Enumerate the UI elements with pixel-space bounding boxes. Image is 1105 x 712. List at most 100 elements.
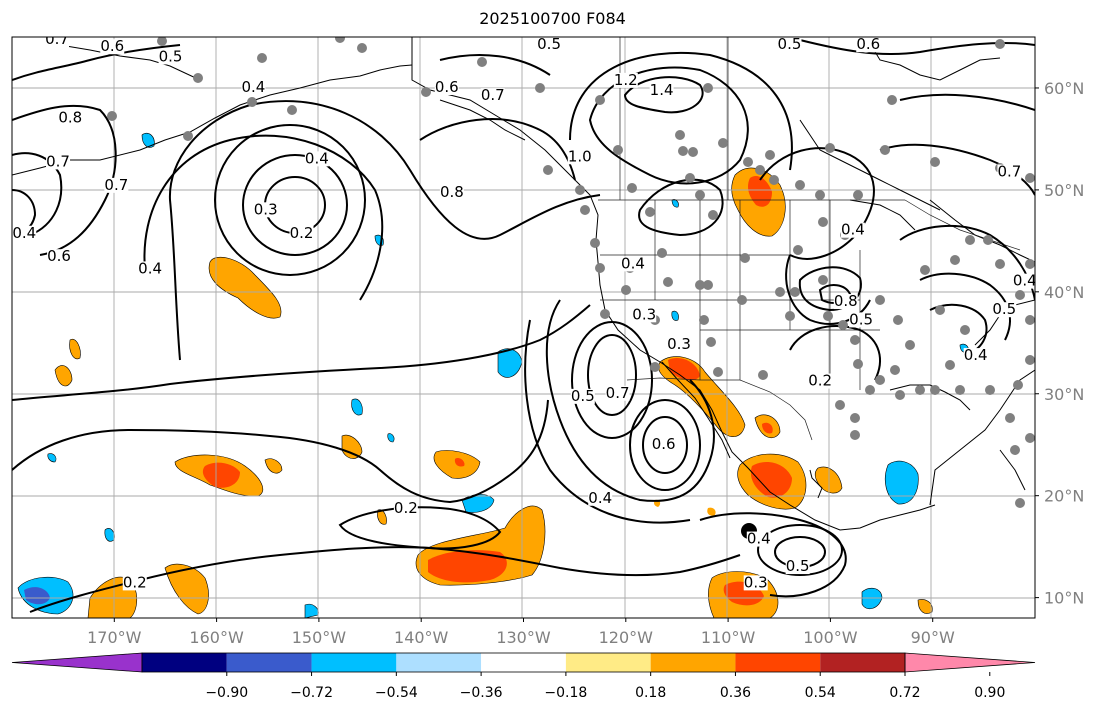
- contour-label: 0.7: [45, 30, 69, 48]
- colorbar-tick-label: −0.54: [375, 685, 418, 701]
- lon-tick-label: 150°W: [292, 628, 347, 647]
- contour-label-bg: [12, 225, 37, 241]
- contour-label-bg: [997, 164, 1022, 180]
- colorbar-segment: [311, 653, 397, 672]
- colorbar-segment: [226, 653, 312, 672]
- contour-label-bg: [632, 307, 657, 323]
- contour-label-bg: [666, 336, 691, 352]
- contour-label: 0.6: [856, 35, 880, 53]
- contour-label-bg: [241, 80, 266, 96]
- contour-label-bg: [808, 373, 833, 389]
- contour-label-bg: [393, 500, 418, 516]
- contour-label: 0.4: [241, 78, 265, 96]
- colorbar-tick-label: −0.72: [290, 685, 333, 701]
- lat-tick-label: 60°N: [1044, 79, 1084, 98]
- contour-label-bg: [567, 149, 592, 165]
- gridlines: [12, 37, 1035, 618]
- colorbar-tick-label: −0.18: [544, 685, 587, 701]
- contour-label: 0.3: [632, 305, 656, 323]
- lat-tick-label: 20°N: [1044, 487, 1084, 506]
- contour-label: 0.6: [652, 435, 676, 453]
- contour-label: 0.2: [394, 499, 418, 517]
- colorbar-segment: [565, 653, 651, 672]
- contour-label: 1.4: [650, 81, 674, 99]
- contour-label-bg: [58, 110, 83, 126]
- latitude-axis: 10°N 20°N 30°N 40°N 50°N 60°N: [1035, 79, 1084, 608]
- contour-label-bg: [743, 575, 768, 591]
- contour-label: 0.7: [481, 86, 505, 104]
- colorbar-tick-label: 0.18: [635, 685, 666, 701]
- lon-tick-label: 110°W: [701, 628, 756, 647]
- contour-label-bg: [570, 388, 595, 404]
- lon-tick-label: 100°W: [803, 628, 858, 647]
- contour-label-bg: [47, 249, 72, 265]
- contour-label: 0.6: [100, 37, 124, 55]
- contour-label: 0.8: [58, 109, 82, 127]
- contour-label-bg: [434, 80, 459, 96]
- contour-label: 0.4: [588, 489, 612, 507]
- colorbar-segment: [396, 653, 482, 672]
- contour-label-bg: [785, 559, 810, 575]
- contour-label: 0.6: [435, 78, 459, 96]
- colorbar-tick-label: 0.72: [889, 685, 920, 701]
- contour-label-bg: [158, 49, 183, 65]
- colorbar-segment: [650, 653, 736, 672]
- contour-label: 1.0: [568, 147, 592, 165]
- contour-label: 0.4: [1013, 272, 1037, 290]
- colorbar-tick-label: 0.90: [974, 685, 1005, 701]
- contour-label: 0.5: [786, 557, 810, 575]
- contour-label: 0.3: [667, 335, 691, 353]
- lon-tick-label: 140°W: [394, 628, 449, 647]
- contour-label: 0.4: [841, 221, 865, 239]
- contour-label: 0.5: [992, 300, 1016, 318]
- contour-label-bg: [856, 37, 881, 53]
- colorbar-extend-low: [11, 652, 143, 673]
- contour-label: 0.7: [606, 384, 630, 402]
- contour-label-bg: [304, 151, 329, 167]
- contour-label-bg: [45, 37, 70, 48]
- station-markers: [107, 37, 1035, 508]
- lon-tick-label: 120°W: [599, 628, 654, 647]
- map-content: 0.7 0.6 0.5 0.4 0.8 0.7 0.7 0.4 0.6 0.4 0.4 0.3 0.2 0…: [12, 30, 1037, 618]
- contour-label-bg: [122, 575, 147, 591]
- colorbar-tick-label: 0.36: [720, 685, 751, 701]
- contour-label-bg: [833, 294, 858, 310]
- contour-label: 0.4: [621, 254, 645, 272]
- lon-tick-label: 170°W: [87, 628, 142, 647]
- contour-label-bg: [439, 184, 464, 200]
- contour-label: 0.7: [997, 163, 1021, 181]
- contour-label: 0.4: [964, 346, 988, 364]
- shaded-anomalies: [17, 132, 969, 618]
- contour-label-bg: [605, 385, 630, 401]
- contour-label: 0.3: [744, 573, 768, 591]
- contour-label-bg: [480, 88, 505, 104]
- contour-label: 0.8: [440, 183, 464, 201]
- colorbar-tick-label: −0.90: [205, 685, 248, 701]
- contour-label: 0.6: [47, 247, 71, 265]
- colorbar-outline: [141, 652, 906, 673]
- contour-label: 0.4: [138, 259, 162, 277]
- contour-label-bg: [100, 39, 125, 55]
- contour-label: 0.5: [159, 47, 183, 65]
- contour-label-bg: [620, 256, 645, 272]
- contour-label-bg: [649, 83, 674, 99]
- colorbar-tick-label: −0.36: [460, 685, 503, 701]
- colorbar-segment: [142, 653, 227, 672]
- contour-label: 0.7: [104, 176, 128, 194]
- contour-label: 1.2: [614, 71, 638, 89]
- map-title: 2025100700 F084: [479, 9, 626, 28]
- colorbar-segment: [820, 653, 905, 672]
- lat-tick-label: 40°N: [1044, 283, 1084, 302]
- lon-tick-label: 90°W: [911, 628, 955, 647]
- contour-label: 0.2: [290, 224, 314, 242]
- contour-labels: 0.7 0.6 0.5 0.4 0.8 0.7 0.7 0.4 0.6 0.4 0.4 0.3 0.2 0…: [12, 30, 1037, 591]
- contour-label-bg: [777, 37, 802, 53]
- contour-label-bg: [537, 37, 562, 53]
- contour-label: 0.5: [537, 35, 561, 53]
- contour-label-bg: [1012, 273, 1035, 289]
- contour-label: 0.5: [571, 387, 595, 405]
- colorbar-segment: [481, 653, 566, 672]
- colorbar-segment: [735, 653, 821, 672]
- longitude-axis: 170°W 160°W 150°W 140°W 130°W 120°W 110°W 100°W…: [87, 618, 955, 647]
